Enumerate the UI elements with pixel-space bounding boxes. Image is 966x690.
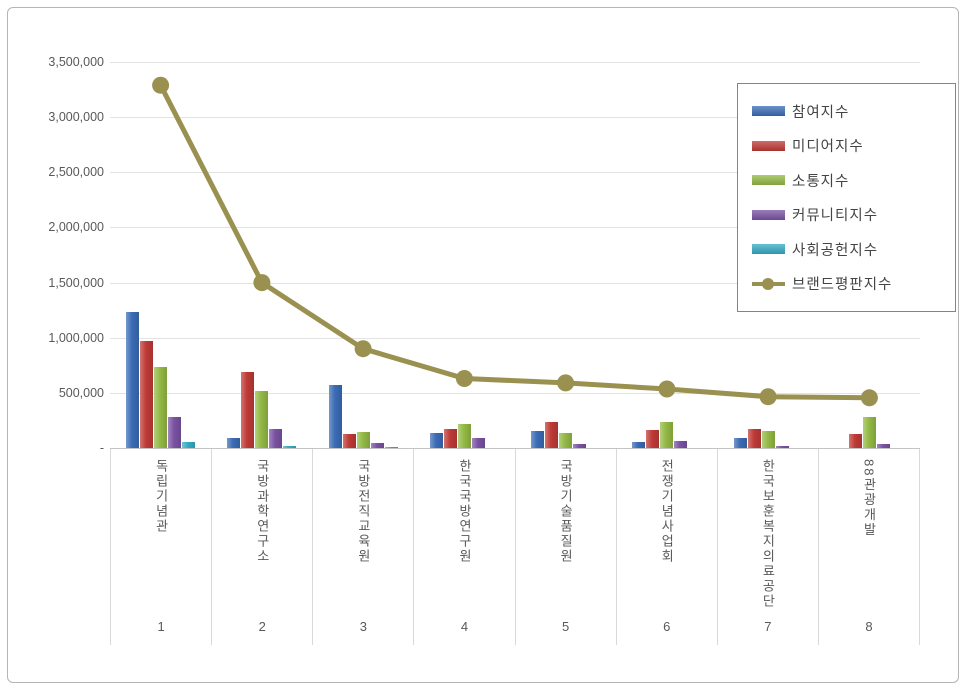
bar [370, 443, 384, 448]
legend-swatch [752, 106, 785, 117]
category-name: 독립기념관 [153, 459, 169, 534]
category-cell: 한국보훈복지의료공단 7 [718, 449, 819, 645]
bar [531, 431, 545, 448]
bar [573, 444, 587, 448]
bar [255, 391, 269, 448]
legend-line-swatch [752, 277, 785, 291]
category-name: 88관광개발 [861, 459, 877, 538]
category-number: 7 [764, 619, 772, 634]
x-axis-line [110, 448, 920, 449]
category-axis: 독립기념관 1 국방과학연구소 2 국방전직교육원 3 한국국방연구원 4 국방기술품질원 5 전쟁… [110, 449, 920, 645]
y-axis-tick-label: 500,000 [58, 385, 104, 400]
y-axis-tick-label: 2,500,000 [48, 165, 104, 180]
category-name: 한국국방연구원 [456, 459, 472, 564]
y-axis-tick-label: 3,500,000 [48, 55, 104, 69]
y-axis-tick-label: 1,500,000 [48, 275, 104, 290]
bar [632, 442, 646, 448]
gridline [110, 62, 920, 63]
legend-item: 브랜드평판지수 [752, 269, 941, 299]
bar [182, 442, 196, 448]
category-number: 8 [865, 619, 873, 634]
category-name: 국방기술품질원 [558, 459, 574, 564]
legend-swatch [752, 244, 785, 255]
bar [283, 446, 297, 448]
legend-label: 브랜드평판지수 [792, 277, 893, 294]
legend-label: 소통지수 [792, 173, 850, 190]
y-axis-tick-label: 1,000,000 [48, 330, 104, 345]
bar [168, 417, 182, 448]
bar [674, 441, 688, 448]
bar [227, 438, 241, 448]
legend-swatch [752, 175, 785, 186]
legend-label: 미디어지수 [792, 139, 864, 156]
y-axis-tick-label: 2,000,000 [48, 220, 104, 235]
bar [342, 434, 356, 448]
category-name: 전쟁기념사업회 [659, 459, 675, 564]
bar [559, 433, 573, 448]
category-cell: 전쟁기념사업회 6 [617, 449, 718, 645]
legend-item: 사회공헌지수 [752, 234, 941, 264]
category-name: 한국보훈복지의료공단 [760, 459, 776, 609]
bar [876, 444, 890, 448]
legend-item: 소통지수 [752, 165, 941, 195]
bar [775, 446, 789, 448]
bar [154, 367, 168, 448]
legend-swatch [752, 209, 785, 220]
category-name: 국방전직교육원 [355, 459, 371, 564]
legend-label: 참여지수 [792, 104, 850, 121]
legend-label: 사회공헌지수 [792, 242, 879, 259]
legend-item: 참여지수 [752, 96, 941, 126]
bar-group [819, 62, 920, 448]
category-cell: 한국국방연구원 4 [414, 449, 516, 645]
bar-group [211, 62, 312, 448]
bar [328, 385, 342, 448]
y-axis: 3,500,000 3,000,000 2,500,000 2,000,000 1,50… [18, 55, 104, 455]
bar-group [313, 62, 414, 448]
legend-item: 미디어지수 [752, 131, 941, 161]
bar [457, 424, 471, 448]
category-number: 2 [258, 619, 266, 634]
bar [429, 433, 443, 448]
bar [241, 372, 255, 448]
y-axis-tick-label: 3,000,000 [48, 110, 104, 125]
legend-label: 커뮤니티지수 [792, 208, 879, 225]
category-number: 6 [663, 619, 671, 634]
bar [848, 434, 862, 448]
category-cell: 국방전직교육원 3 [313, 449, 415, 645]
category-number: 3 [359, 619, 367, 634]
bar [356, 432, 370, 448]
category-cell: 국방과학연구소 2 [212, 449, 314, 645]
legend-item: 커뮤니티지수 [752, 200, 941, 230]
bar-group [110, 62, 211, 448]
bar [126, 312, 140, 448]
bar-group [414, 62, 515, 448]
bar [862, 417, 876, 448]
category-cell: 국방기술품질원 5 [516, 449, 617, 645]
bar-group [515, 62, 616, 448]
bar [471, 438, 485, 448]
bar [140, 341, 154, 448]
bar [761, 431, 775, 448]
legend-swatch [752, 140, 785, 151]
category-cell: 독립기념관 1 [110, 449, 213, 645]
category-number: 4 [460, 619, 469, 634]
y-axis-tick-label: - [99, 441, 104, 455]
category-name: 국방과학연구소 [254, 459, 270, 564]
bar [384, 447, 398, 448]
category-number: 1 [157, 619, 165, 634]
bar [269, 429, 283, 448]
bar [545, 422, 559, 448]
bar [660, 422, 674, 448]
bar-group [718, 62, 819, 448]
bar-group [616, 62, 717, 448]
bar [733, 438, 747, 448]
bar [747, 429, 761, 448]
bar [646, 430, 660, 448]
category-number: 5 [561, 619, 570, 634]
category-cell: 88관광개발 8 [819, 449, 920, 645]
bar [443, 429, 457, 448]
bar-groups [110, 62, 920, 448]
